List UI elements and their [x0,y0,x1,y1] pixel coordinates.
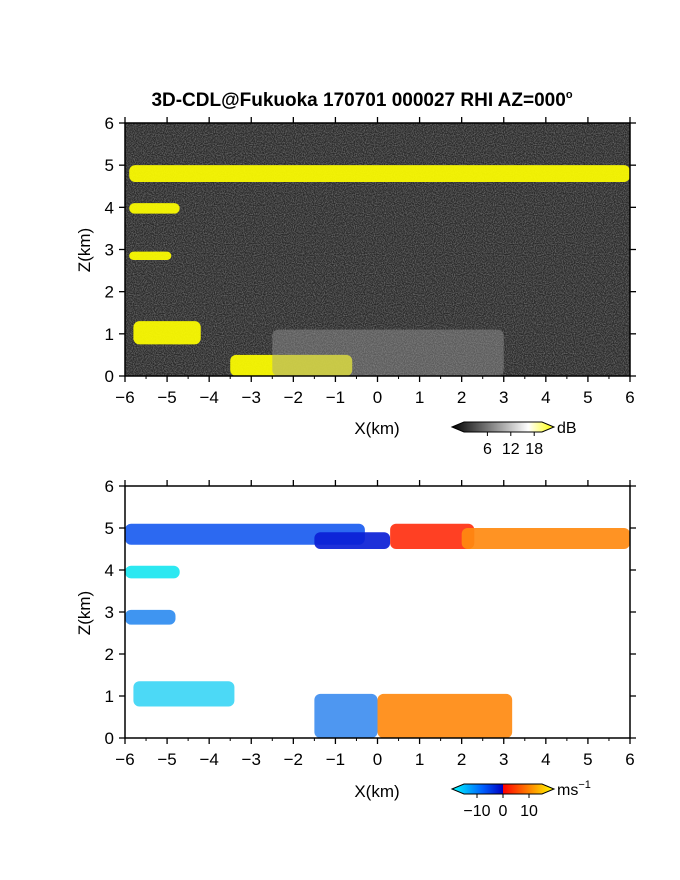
x-tick-label-2-2: −4 [199,750,218,769]
x-tick-label-1-9: 3 [499,388,508,407]
x-tick-label-1-0: −6 [115,388,134,407]
x-tick-label-2-12: 6 [625,750,634,769]
echo-feature-1-3 [129,251,172,261]
colorbar-tick-label-1-0: 6 [483,441,492,458]
axis-ticks-2: −6 −5 −4 −3 −2 −1 0 1 2 3 4 5 6 0 1 2 3 4 5 6 [105,477,636,769]
colorbar-2-bar [450,783,556,795]
echo-feature-2-3 [390,523,475,549]
x-axis-label-2: X(km) [354,782,399,801]
y-axis-label-2: Z(km) [75,591,94,635]
x-axis-label-1: X(km) [354,419,399,438]
x-tick-label-1-8: 2 [457,388,466,407]
y-tick-label-1-1: 1 [105,325,114,344]
x-tick-label-2-9: 3 [499,750,508,769]
echo-feature-2-1 [125,523,365,545]
x-tick-label-2-7: 1 [415,750,424,769]
y-tick-label-2-1: 1 [105,687,114,706]
colorbar-tick-label-2-0: −10 [463,803,490,820]
x-tick-label-2-4: −2 [284,750,303,769]
x-tick-label-1-2: −4 [199,388,218,407]
colorbar-tick-label-1-2: 18 [525,441,543,458]
title-degree-mark: o [566,89,573,101]
x-tick-label-2-5: −1 [326,750,345,769]
echo-feature-1-6 [272,329,504,376]
x-tick-label-1-5: −1 [326,388,345,407]
y-tick-label-1-5: 5 [105,156,114,175]
y-tick-label-1-6: 6 [105,114,114,133]
figure-title: 3D-CDL@Fukuoka 170701 000027 RHI AZ=000o [151,89,572,111]
y-tick-label-1-2: 2 [105,283,114,302]
y-tick-label-2-2: 2 [105,645,114,664]
x-tick-label-1-10: 4 [541,388,550,407]
x-tick-label-2-10: 4 [541,750,550,769]
y-tick-label-2-5: 5 [105,519,114,538]
colorbar-2-ticks: −10 0 10 [463,794,538,820]
echo-feature-1-4 [133,321,201,345]
y-axis-label-1: Z(km) [75,228,94,272]
echo-feature-2-8 [314,693,378,738]
colorbar-1-bar [450,421,556,433]
x-tick-label-1-1: −5 [157,388,176,407]
x-tick-label-1-3: −3 [242,388,261,407]
x-tick-label-2-1: −5 [157,750,176,769]
x-tick-label-1-11: 5 [583,388,592,407]
y-tick-label-1-3: 3 [105,241,114,260]
x-tick-label-1-6: 0 [373,388,382,407]
x-tick-label-2-8: 2 [457,750,466,769]
colorbar-2-unit: ms−1 [557,779,591,799]
echo-layers-1 [129,165,630,376]
echo-feature-2-4 [461,528,630,549]
echo-layers-2 [125,523,630,738]
y-tick-label-1-0: 0 [105,367,114,386]
echo-feature-2-9 [377,693,513,738]
echo-feature-2-6 [125,609,176,625]
axis-ticks-1: −6 −5 −4 −3 −2 −1 0 1 2 3 4 5 6 0 1 2 3 4 5 6 [105,114,636,407]
y-tick-label-2-3: 3 [105,603,114,622]
y-tick-label-2-4: 4 [105,561,114,580]
colorbar-tick-label-1-1: 12 [502,441,520,458]
y-tick-label-2-6: 6 [105,477,114,496]
echo-feature-2-5 [125,565,180,579]
colorbar-2: −10 0 10 ms−1 [450,779,591,820]
colorbar-tick-label-2-1: 0 [499,803,508,820]
x-tick-label-2-6: 0 [373,750,382,769]
y-tick-label-1-4: 4 [105,198,114,217]
echo-feature-2-7 [133,681,235,707]
colorbar-1-ticks: 6 12 18 [483,432,543,458]
colorbar-1: 6 12 18 dB [450,420,577,458]
echo-feature-1-1 [129,165,630,183]
echo-feature-1-5 [230,354,353,376]
x-tick-label-1-7: 1 [415,388,424,407]
x-tick-label-2-11: 5 [583,750,592,769]
colorbar-1-unit: dB [557,420,577,437]
colorbar-tick-label-2-2: 10 [520,803,538,820]
x-tick-label-2-3: −3 [242,750,261,769]
colorbar-2-unit-exponent: −1 [578,779,591,791]
x-tick-label-2-0: −6 [115,750,134,769]
y-tick-label-2-0: 0 [105,729,114,748]
echo-feature-1-2 [129,203,180,214]
x-tick-label-1-12: 6 [625,388,634,407]
echo-feature-2-2 [314,532,391,549]
x-tick-label-1-4: −2 [284,388,303,407]
